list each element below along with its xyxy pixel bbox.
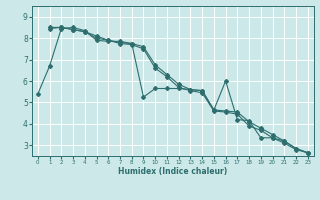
X-axis label: Humidex (Indice chaleur): Humidex (Indice chaleur) [118, 167, 228, 176]
